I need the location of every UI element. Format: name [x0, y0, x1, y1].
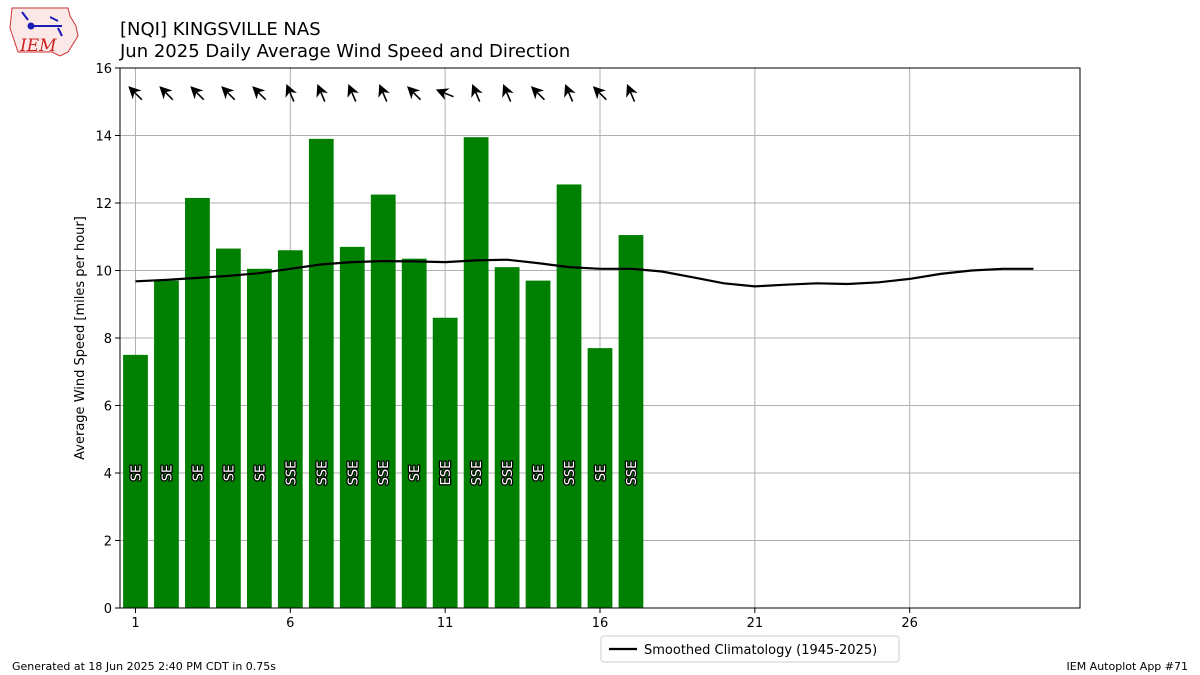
bar-day-13 [494, 267, 520, 608]
y-tick-label: 4 [104, 467, 112, 482]
bar-day-1 [123, 354, 148, 608]
bar-day-11 [432, 317, 458, 608]
direction-label-day-8: SSE [346, 461, 361, 486]
direction-arrow-day-16 [592, 86, 607, 101]
direction-label-day-10: SE [408, 465, 423, 481]
direction-arrow-day-10 [407, 86, 422, 101]
x-tick-label: 6 [286, 616, 294, 631]
bar-day-3 [185, 197, 210, 608]
direction-arrow-day-2 [159, 86, 174, 101]
y-tick-label: 16 [95, 62, 112, 77]
bar-day-14 [525, 280, 551, 608]
bars [123, 137, 644, 608]
direction-label-day-3: SE [191, 465, 206, 481]
legend-entry-climatology: Smoothed Climatology (1945-2025) [644, 643, 877, 658]
generated-timestamp: Generated at 18 Jun 2025 2:40 PM CDT in … [12, 660, 277, 673]
x-tick-label: 21 [747, 616, 764, 631]
chart-title-line2: Jun 2025 Daily Average Wind Speed and Di… [119, 41, 570, 62]
bar-day-12 [463, 137, 489, 608]
climatology-line [135, 258, 1034, 288]
y-tick-label: 0 [104, 602, 112, 617]
direction-label-day-15: SSE [563, 461, 578, 486]
y-tick-label: 6 [104, 400, 112, 415]
x-axis-ticks: 1 6 11 16 21 26 [131, 608, 918, 631]
legend-box [600, 635, 900, 663]
direction-arrow-day-14 [530, 86, 545, 101]
y-tick-label: 14 [95, 130, 112, 145]
direction-arrow-day-17 [626, 83, 638, 102]
app-identifier: IEM Autoplot App #71 [1066, 660, 1189, 673]
direction-label-day-7: SSE [315, 461, 330, 486]
legend: Smoothed Climatology (1945-2025) [600, 635, 900, 663]
iem-logo: IEM [9, 7, 79, 57]
x-tick-label: 26 [901, 616, 918, 631]
direction-label-day-6: SSE [284, 461, 299, 486]
direction-label-day-13: SSE [501, 461, 516, 486]
y-tick-label: 12 [95, 197, 112, 212]
direction-arrow-day-4 [221, 86, 236, 101]
direction-arrow-day-8 [347, 83, 359, 102]
bar-day-8 [339, 246, 365, 608]
direction-label-day-12: SSE [470, 461, 485, 486]
bar-day-17 [618, 235, 644, 608]
chart-title-line1: [NQI] KINGSVILLE NAS [120, 19, 321, 40]
y-tick-label: 8 [104, 332, 112, 347]
y-axis-label: Average Wind Speed [miles per hour] [73, 216, 88, 460]
direction-label-day-4: SE [222, 465, 237, 481]
direction-label-day-14: SE [532, 465, 547, 481]
bar-day-7 [308, 138, 334, 608]
bar-day-16 [587, 348, 613, 608]
direction-labels: SE SE SE SE SE SSE SSE SSE SSE SE ESE SSE SSE SE SSE SE… [128, 459, 641, 486]
bar-day-4 [216, 248, 241, 608]
bar-day-9 [370, 194, 396, 608]
bar-day-6 [277, 250, 303, 608]
direction-arrow-day-11 [435, 88, 454, 100]
y-tick-label: 10 [95, 265, 112, 280]
direction-arrow-day-1 [128, 86, 143, 101]
bar-day-5 [246, 268, 272, 608]
bar-day-2 [154, 280, 179, 608]
x-tick-label: 1 [131, 616, 139, 631]
direction-arrow-day-3 [190, 86, 205, 101]
direction-arrows [128, 83, 638, 102]
direction-label-day-17: SSE [625, 461, 640, 486]
direction-arrow-day-13 [502, 83, 514, 102]
direction-arrow-day-6 [285, 83, 297, 102]
direction-label-day-1: SE [129, 465, 144, 481]
direction-label-day-5: SE [253, 465, 268, 481]
direction-label-day-2: SE [160, 465, 175, 481]
direction-label-day-11: ESE [439, 461, 454, 486]
x-tick-label: 16 [592, 616, 609, 631]
direction-label-day-9: SSE [377, 461, 392, 486]
direction-label-day-16: SE [594, 465, 609, 481]
weather-station-icon [21, 11, 63, 37]
bar-day-10 [401, 258, 427, 608]
logo-text: IEM [19, 36, 57, 56]
direction-arrow-day-15 [564, 83, 576, 102]
direction-arrow-day-5 [252, 86, 267, 101]
direction-arrow-day-7 [316, 83, 328, 102]
bar-day-15 [556, 184, 582, 608]
direction-arrow-day-9 [378, 83, 390, 102]
direction-arrow-day-12 [471, 83, 483, 102]
x-tick-label: 11 [437, 616, 454, 631]
y-axis-ticks: 0 2 4 6 8 10 12 14 16 [95, 62, 120, 617]
y-tick-label: 2 [104, 535, 112, 550]
